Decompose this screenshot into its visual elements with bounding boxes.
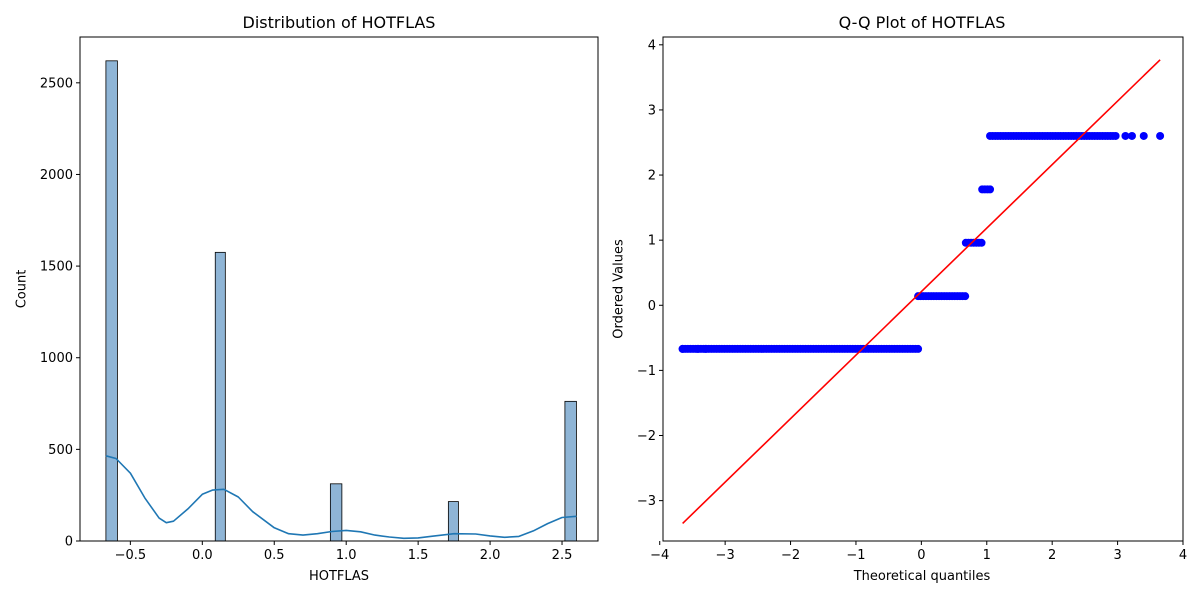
qq-point: [1156, 131, 1165, 140]
left-y-tick-label: 500: [48, 443, 73, 458]
histogram-bar: [447, 501, 459, 542]
right-x-tick-label: −3: [716, 548, 735, 563]
left-y-tick-label: 2500: [40, 76, 73, 91]
left-x-tick-label: −0.5: [115, 548, 147, 563]
qq-point: [693, 344, 702, 353]
histogram-bar: [564, 400, 577, 542]
right-x-tick-label: −1: [846, 548, 865, 563]
right-x-axis-label: Theoretical quantiles: [853, 569, 991, 584]
left-x-tick-label: 2.0: [480, 548, 501, 563]
right-x-tick-label: −2: [781, 548, 800, 563]
histogram-bar: [105, 60, 118, 542]
left-y-tick-label: 1500: [40, 260, 73, 275]
right-x-tick-label: 1: [983, 548, 991, 563]
qq-point: [961, 292, 970, 301]
right-x-tick-label: 3: [1113, 548, 1121, 563]
right-x-tick-label: 0: [917, 548, 925, 563]
right-y-tick-label: −3: [637, 494, 656, 509]
qq-point: [1111, 131, 1120, 140]
left-y-tick-label: 2000: [40, 168, 73, 183]
right-chart-title: Q-Q Plot of HOTFLAS: [838, 13, 1006, 32]
left-y-tick-label: 1000: [40, 351, 73, 366]
right-y-tick-label: 3: [648, 103, 656, 118]
right-y-tick-label: 4: [648, 38, 656, 53]
qq-point: [701, 344, 710, 353]
left-x-tick-label: 0.5: [264, 548, 285, 563]
left-x-tick-label: 1.0: [336, 548, 357, 563]
qq-point: [914, 344, 923, 353]
right-plot-frame: [662, 36, 1184, 542]
left-x-axis-label: HOTFLAS: [308, 569, 370, 584]
kde-curve: [105, 455, 577, 540]
histogram-bar: [214, 251, 226, 542]
qq-point: [986, 185, 995, 194]
left-chart-title: Distribution of HOTFLAS: [242, 13, 436, 32]
right-y-tick-label: 1: [648, 234, 656, 249]
qq-point: [1139, 131, 1148, 140]
qq-point: [678, 344, 687, 353]
right-y-tick-label: −2: [637, 429, 656, 444]
qq-point: [977, 238, 986, 247]
right-y-tick-label: 0: [648, 299, 656, 314]
left-x-tick-label: 0.0: [192, 548, 213, 563]
histogram-bar: [329, 483, 343, 542]
right-x-tick-label: 4: [1179, 548, 1187, 563]
left-y-tick-label: 0: [65, 535, 73, 550]
right-y-tick-label: 2: [648, 169, 656, 184]
qq-fit-line: [682, 59, 1161, 524]
left-x-tick-label: 1.5: [408, 548, 429, 563]
qq-point: [1127, 131, 1136, 140]
right-x-tick-label: −4: [650, 548, 669, 563]
qq-point: [1121, 131, 1130, 140]
right-y-tick-label: −1: [637, 364, 656, 379]
right-x-tick-label: 2: [1048, 548, 1056, 563]
left-x-tick-label: 2.5: [552, 548, 573, 563]
left-plot-frame: [79, 36, 599, 542]
